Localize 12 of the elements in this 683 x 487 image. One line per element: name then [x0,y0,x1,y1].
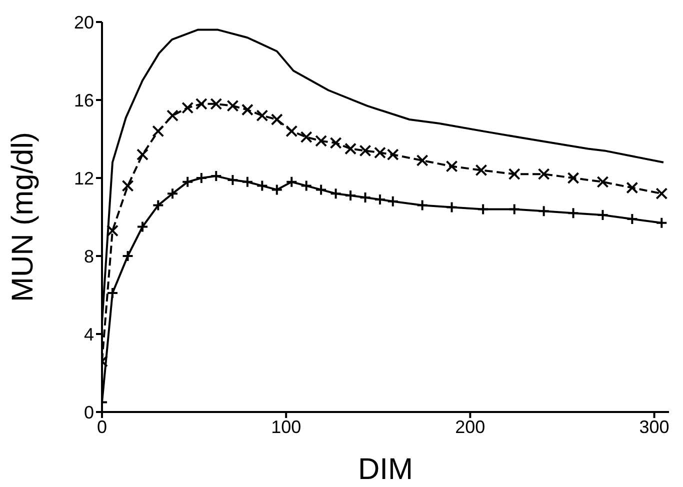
y-tick-label: 8 [84,246,94,266]
x-tick-label: 300 [639,416,670,437]
y-tick-label: 12 [74,168,94,188]
y-tick-label: 20 [74,12,94,32]
x-tick-label: 0 [96,416,108,437]
x-tick-label: 100 [271,416,302,437]
y-tick-label: 4 [84,324,94,344]
x-axis-title: DIM [358,453,413,486]
y-tick-label: 16 [74,90,94,110]
y-axis-title: MUN (mg/dl) [6,132,40,302]
y-tick-label: 0 [84,402,94,422]
x-tick-label: 200 [455,416,486,437]
